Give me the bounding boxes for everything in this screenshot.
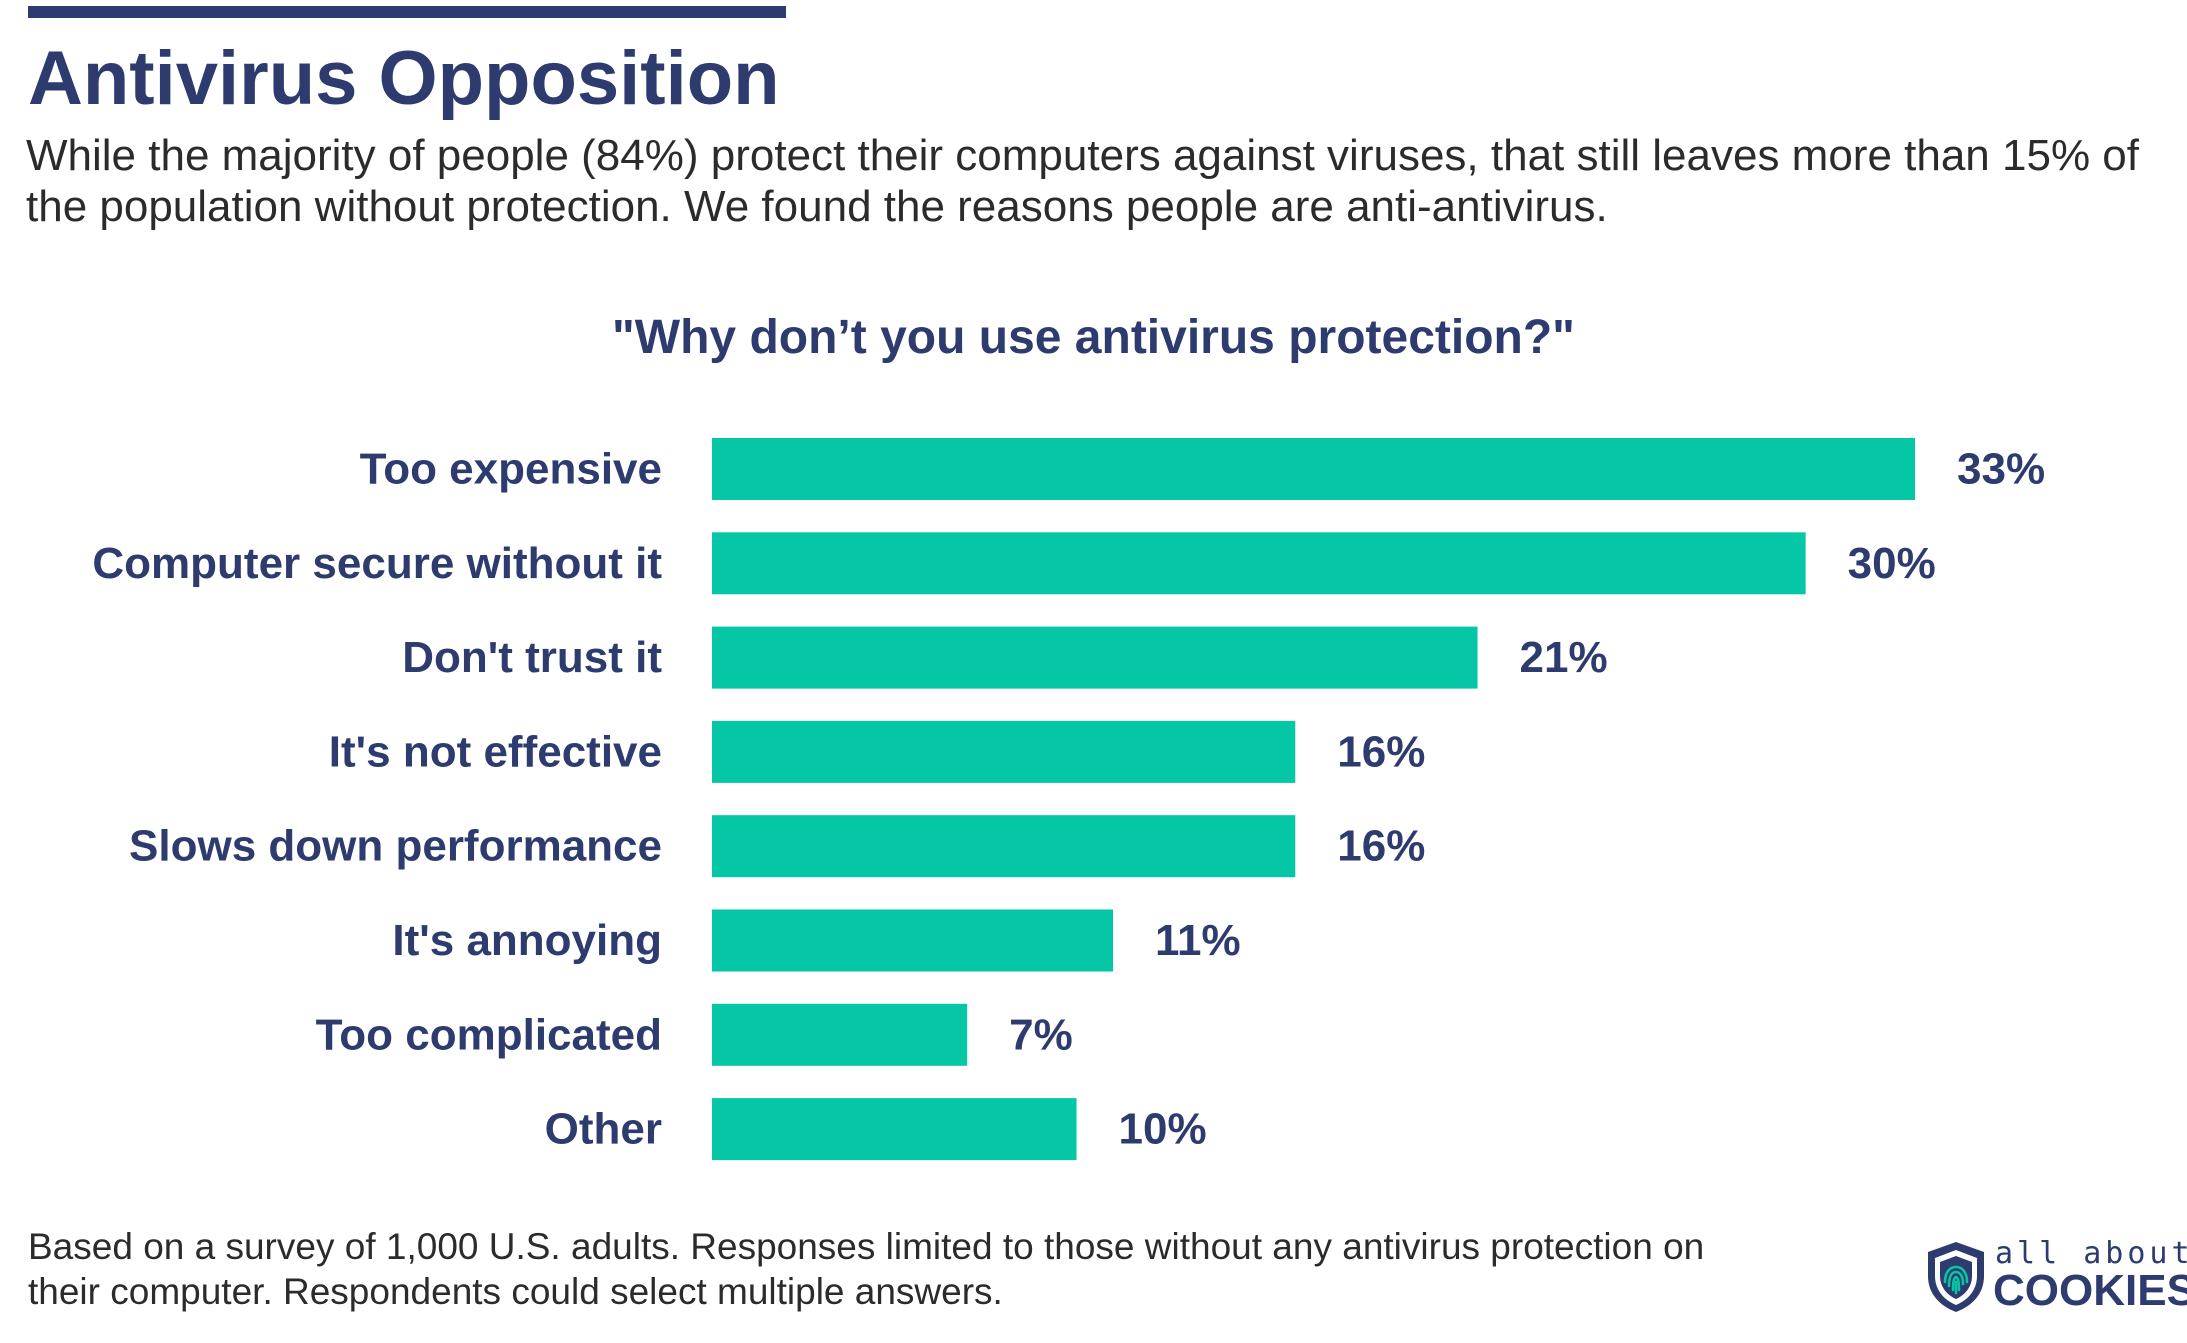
bar-7 xyxy=(712,1098,1077,1161)
category-label-0: Too expensive xyxy=(360,445,662,494)
value-label-7: 10% xyxy=(1119,1105,1207,1154)
value-label-3: 16% xyxy=(1337,727,1425,776)
category-label-3: It's not effective xyxy=(329,727,662,776)
category-label-1: Computer secure without it xyxy=(92,539,662,588)
value-label-1: 30% xyxy=(1848,539,1936,588)
shield-fingerprint-icon xyxy=(1928,1242,1984,1312)
logo-text-bottom: COOKIES xyxy=(1993,1266,2187,1315)
bar-2 xyxy=(712,626,1478,689)
footnote: Based on a survey of 1,000 U.S. adults. … xyxy=(28,1226,1705,1312)
value-label-0: 33% xyxy=(1957,445,2045,494)
category-label-2: Don't trust it xyxy=(402,633,662,682)
bar-6 xyxy=(712,1003,968,1066)
chart-title: "Why don’t you use antivirus protection?… xyxy=(612,311,1575,364)
bar-4 xyxy=(712,815,1296,878)
value-label-2: 21% xyxy=(1520,633,1608,682)
page-subtitle: While the majority of people (84%) prote… xyxy=(26,131,2139,231)
bar-0 xyxy=(712,438,1915,500)
page-title: Antivirus Opposition xyxy=(28,36,780,121)
category-label-4: Slows down performance xyxy=(129,822,662,871)
brand-logo: all about COOKIES xyxy=(1925,1238,2187,1318)
title-accent-rule xyxy=(28,6,786,18)
category-label-7: Other xyxy=(545,1105,662,1154)
category-label-5: It's annoying xyxy=(392,916,662,965)
bar-3 xyxy=(712,720,1296,783)
value-label-5: 11% xyxy=(1155,916,1241,965)
bar-5 xyxy=(712,909,1113,972)
logo-text-top: all about xyxy=(1995,1236,2187,1271)
category-label-6: Too complicated xyxy=(316,1010,662,1059)
value-label-4: 16% xyxy=(1337,822,1425,871)
value-label-6: 7% xyxy=(1009,1010,1073,1059)
bar-1 xyxy=(712,532,1806,595)
